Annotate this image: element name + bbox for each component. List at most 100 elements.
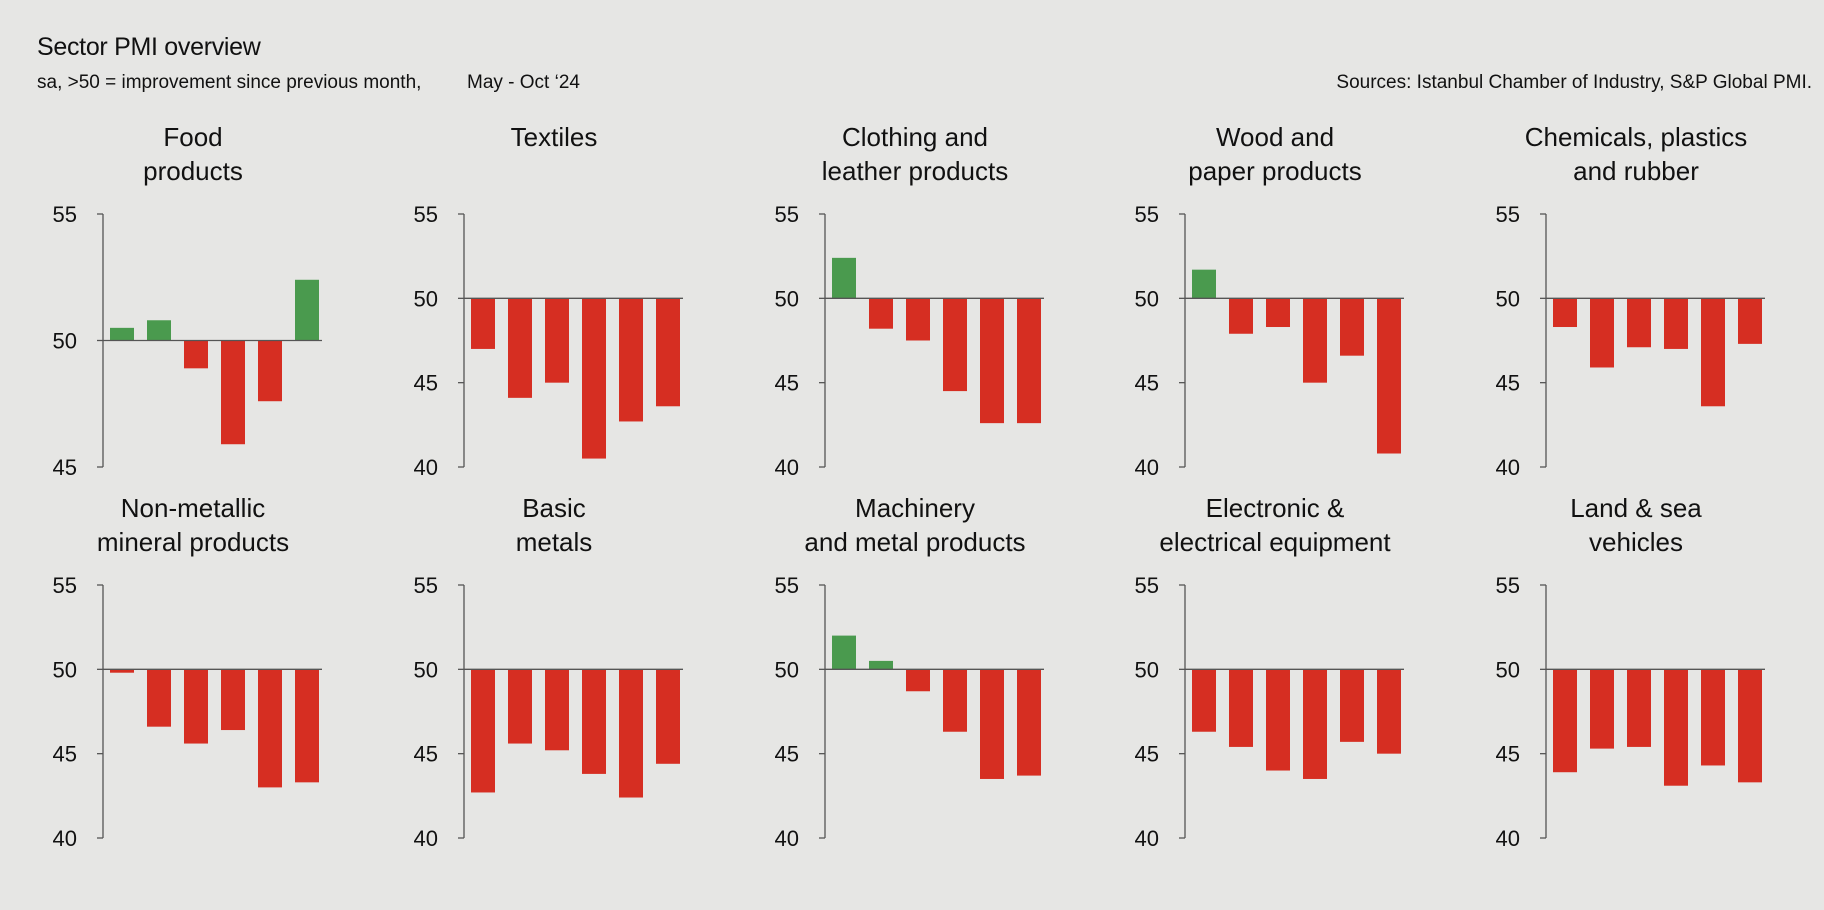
y-tick-label: 45 (1496, 371, 1520, 396)
bar (1701, 298, 1725, 407)
bar (1664, 298, 1688, 349)
y-tick-label: 50 (53, 329, 77, 354)
bar (1229, 669, 1253, 747)
sector-bar-chart: 40 45 50 55 (1496, 202, 1765, 480)
y-tick-label: 55 (1135, 202, 1159, 227)
bar (980, 298, 1004, 424)
sector-bar-chart: 40 45 50 55 (775, 573, 1044, 851)
bar (258, 669, 282, 788)
y-tick-label: 45 (1135, 371, 1159, 396)
bar (1340, 298, 1364, 356)
bar (184, 669, 208, 744)
bar (110, 669, 134, 673)
bar (906, 298, 930, 341)
y-tick-label: 50 (1496, 657, 1520, 682)
panel-title: Basic metals (515, 493, 593, 557)
y-tick-label: 55 (1496, 202, 1520, 227)
bar (582, 298, 606, 459)
bar (545, 298, 569, 383)
panel-title: Non-metallic mineral products (96, 493, 290, 557)
sector-bar-chart: 40 45 50 55 (414, 573, 683, 851)
y-tick-label: 50 (1135, 286, 1159, 311)
bar (869, 298, 893, 329)
bar (582, 669, 606, 774)
y-tick-label: 45 (775, 371, 799, 396)
bar (906, 669, 930, 692)
bar (1266, 298, 1290, 328)
bar (943, 669, 967, 732)
panel-title: Chemicals, plastics and rubber (1524, 122, 1748, 186)
bar (1627, 298, 1651, 348)
bar (110, 327, 134, 341)
y-tick-label: 45 (414, 742, 438, 767)
y-tick-label: 50 (1496, 286, 1520, 311)
bar (1553, 669, 1577, 773)
y-tick-label: 55 (53, 202, 77, 227)
bar (1229, 298, 1253, 334)
bar (471, 669, 495, 793)
sector-bar-chart: 40 45 50 55 (53, 573, 322, 851)
sector-bar-chart: 40 45 50 55 (1135, 573, 1404, 851)
y-tick-label: 40 (775, 826, 799, 851)
bar (508, 298, 532, 398)
bar (1738, 669, 1762, 783)
sector-bar-chart: 40 45 50 55 (775, 202, 1044, 480)
y-tick-label: 45 (1496, 742, 1520, 767)
bar (1701, 669, 1725, 766)
bar (1192, 269, 1216, 299)
y-tick-label: 45 (414, 371, 438, 396)
y-tick-label: 45 (1135, 742, 1159, 767)
bar (258, 340, 282, 402)
y-tick-label: 40 (1496, 455, 1520, 480)
y-tick-label: 50 (414, 286, 438, 311)
bar (221, 669, 245, 731)
source-note: Sources: Istanbul Chamber of Industry, S… (1336, 72, 1812, 93)
bar (619, 298, 643, 422)
y-tick-label: 40 (53, 826, 77, 851)
bar (147, 669, 171, 727)
bar (1590, 669, 1614, 749)
y-tick-label: 40 (1135, 826, 1159, 851)
y-tick-label: 55 (775, 202, 799, 227)
bar (832, 257, 856, 299)
y-tick-label: 40 (775, 455, 799, 480)
y-tick-label: 50 (775, 286, 799, 311)
y-tick-label: 50 (1135, 657, 1159, 682)
panel-title: Electronic & electrical equipment (1159, 493, 1391, 557)
y-tick-label: 55 (414, 202, 438, 227)
y-tick-label: 55 (1135, 573, 1159, 598)
bar (656, 298, 680, 407)
y-tick-label: 55 (1496, 573, 1520, 598)
y-tick-label: 45 (775, 742, 799, 767)
panel-title: Food products (143, 122, 243, 186)
y-tick-label: 55 (775, 573, 799, 598)
bar (221, 340, 245, 445)
bar (1553, 298, 1577, 328)
bar (619, 669, 643, 798)
bar (1738, 298, 1762, 344)
bar (1627, 669, 1651, 747)
chart-title: Sector PMI overview (37, 33, 261, 61)
bar (1377, 669, 1401, 754)
bar (1664, 669, 1688, 786)
bar (147, 320, 171, 341)
y-tick-label: 45 (53, 742, 77, 767)
y-tick-label: 50 (775, 657, 799, 682)
chart-subtitle: sa, >50 = improvement since previous mon… (37, 72, 422, 93)
y-tick-label: 55 (414, 573, 438, 598)
bar (869, 660, 893, 670)
bar (1340, 669, 1364, 742)
bar (980, 669, 1004, 779)
bar (1192, 669, 1216, 732)
bar (1017, 669, 1041, 776)
bar (1266, 669, 1290, 771)
bar (1590, 298, 1614, 368)
y-tick-label: 55 (53, 573, 77, 598)
sector-bar-chart: 40 45 50 55 (1496, 573, 1765, 851)
y-tick-label: 40 (1496, 826, 1520, 851)
y-tick-label: 40 (414, 455, 438, 480)
panel-title: Textiles (510, 122, 598, 152)
bar (1017, 298, 1041, 424)
period-label: May - Oct ‘24 (467, 72, 580, 93)
